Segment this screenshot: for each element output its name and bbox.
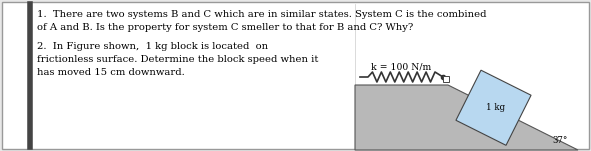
Text: has moved 15 cm downward.: has moved 15 cm downward.: [37, 68, 185, 77]
Text: frictionless surface. Determine the block speed when it: frictionless surface. Determine the bloc…: [37, 55, 319, 64]
Bar: [443, 76, 449, 82]
Text: 1 kg: 1 kg: [486, 103, 505, 112]
Text: 1.  There are two systems B and C which are in similar states. System C is the c: 1. There are two systems B and C which a…: [37, 10, 486, 19]
Text: of A and B. Is the property for system C smeller to that for B and C? Why?: of A and B. Is the property for system C…: [37, 23, 413, 32]
Text: 37°: 37°: [553, 136, 568, 145]
Polygon shape: [456, 70, 531, 145]
Text: 2.  In Figure shown,  1 kg block is located  on: 2. In Figure shown, 1 kg block is locate…: [37, 42, 268, 51]
Polygon shape: [355, 85, 578, 150]
Text: k = 100 N/m: k = 100 N/m: [371, 63, 431, 72]
